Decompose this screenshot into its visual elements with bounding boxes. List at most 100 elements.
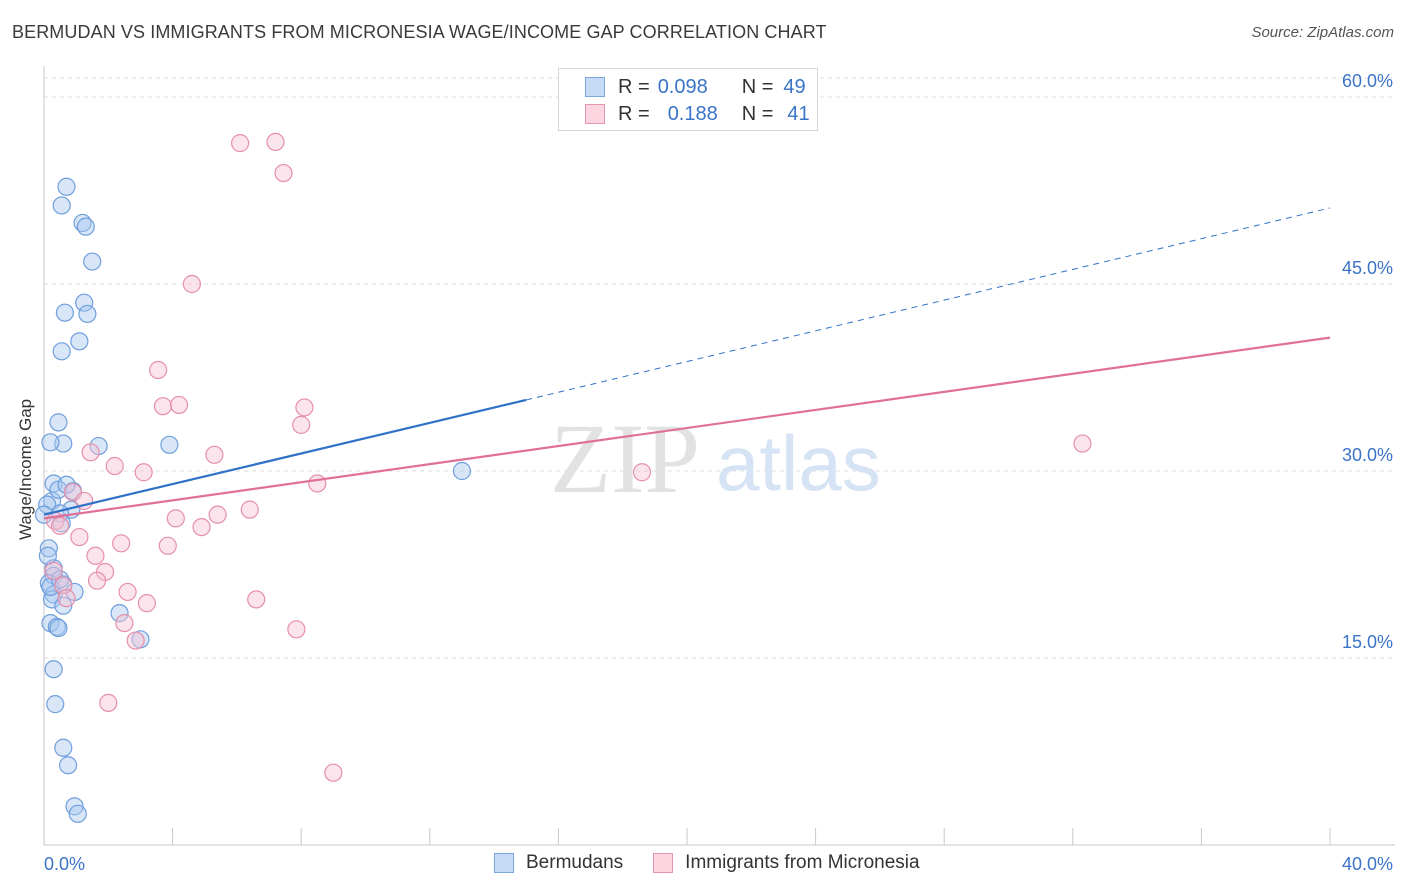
bermudan-point	[52, 342, 71, 361]
micronesia-point	[292, 415, 311, 434]
x-tick-label: 0.0%	[44, 854, 85, 874]
bermudan-point	[110, 604, 129, 623]
micronesia-point	[70, 527, 89, 547]
y-tick-label: 30.0%	[1342, 445, 1393, 465]
bermudan-point	[78, 304, 97, 324]
legend-swatch-blue	[585, 77, 605, 97]
legend-n-label: N =	[741, 102, 774, 125]
bermudan-point	[44, 660, 63, 679]
micronesia-point	[57, 589, 76, 608]
tick-labels: 15.0% 30.0% 45.0% 60.0% 0.0% 40.0%	[44, 71, 1393, 874]
micronesia-point	[87, 571, 107, 590]
bermudan-point	[54, 738, 73, 757]
bermudans-label: Bermudans	[526, 852, 624, 873]
bermudan-point	[57, 177, 76, 196]
grid-lines	[44, 77, 1395, 659]
legend-r-value: 0.098	[657, 75, 708, 98]
micronesia-point	[158, 536, 177, 555]
bermudan-point	[68, 804, 87, 823]
bermudan-point	[55, 303, 74, 322]
micronesia-point	[1073, 434, 1092, 453]
micronesia-point	[295, 398, 314, 417]
legend-n-value: 41	[787, 102, 810, 125]
bermudan-point	[76, 217, 95, 236]
y-tick-label: 15.0%	[1342, 632, 1393, 652]
micronesia-point	[118, 582, 137, 602]
micronesia-trend-line	[43, 336, 1331, 520]
micronesia-point	[274, 163, 293, 183]
micronesia-point	[240, 500, 259, 519]
y-tick-label: 60.0%	[1342, 71, 1393, 91]
micronesia-point	[287, 620, 306, 639]
legend-r-value: 0.188	[667, 102, 718, 125]
series-legend-bermudans: Bermudans	[494, 852, 623, 874]
micronesia-point	[247, 590, 266, 609]
micronesia-point	[112, 534, 131, 553]
micronesia-point	[99, 693, 118, 712]
bermudan-point	[160, 435, 179, 454]
micronesia-point	[205, 445, 224, 464]
bermudan-point	[83, 252, 102, 271]
micronesia-point	[115, 613, 134, 633]
micronesia-label: Immigrants from Micronesia	[685, 852, 920, 873]
micronesia-point	[44, 561, 63, 580]
bermudan-point	[39, 539, 58, 558]
micronesia-swatch	[653, 853, 674, 873]
micronesia-point	[208, 505, 227, 524]
series-legend: Bermudans Immigrants from Micronesia	[494, 852, 950, 874]
correlation-legend: R = 0.098 N = 49 R = 0.188 N = 41	[558, 68, 818, 131]
bermudan-trend-line	[43, 398, 527, 516]
trend-lines	[43, 207, 1331, 520]
bermudan-point	[46, 695, 65, 714]
legend-row-micronesia: R = 0.188 N = 41	[585, 102, 810, 126]
bermudan-point	[452, 461, 472, 481]
micronesia-point	[149, 360, 168, 380]
chart-title: BERMUDAN VS IMMIGRANTS FROM MICRONESIA W…	[12, 22, 827, 42]
bermudan-point	[70, 332, 89, 351]
micronesia-point	[632, 463, 652, 482]
micronesia-point	[50, 516, 70, 535]
bermudan-point	[57, 475, 76, 494]
x-tick-label: 40.0%	[1342, 854, 1393, 874]
micronesia-point	[308, 474, 327, 493]
watermark-atlas: atlas	[716, 419, 881, 507]
legend-r-label: R =	[618, 75, 650, 98]
micronesia-point	[231, 134, 250, 153]
bermudans-swatch	[494, 853, 514, 873]
micronesia-point	[81, 443, 100, 462]
legend-swatch-pink	[585, 104, 605, 124]
y-axis-label: Wage/Income Gap	[16, 398, 35, 540]
micronesia-point	[192, 517, 211, 537]
data-points	[34, 132, 1092, 823]
bermudan-point	[54, 434, 73, 453]
micronesia-point	[126, 631, 145, 650]
micronesia-point	[134, 463, 153, 482]
micronesia-point	[86, 546, 105, 565]
legend-row-bermudans: R = 0.098 N = 49	[585, 75, 806, 99]
watermark-zip: ZIP	[550, 403, 700, 514]
bermudan-point	[49, 618, 68, 638]
micronesia-point	[166, 509, 185, 528]
watermark: ZIP atlas	[550, 403, 881, 514]
micronesia-point	[137, 594, 156, 613]
bermudan-point	[41, 433, 60, 452]
micronesia-point	[153, 397, 173, 416]
micronesia-point	[266, 132, 285, 151]
source-label: Source: ZipAtlas.com	[1251, 24, 1394, 41]
micronesia-point	[324, 763, 343, 782]
y-tick-label: 45.0%	[1342, 258, 1393, 278]
micronesia-point	[105, 456, 124, 476]
bermudan-point	[49, 413, 68, 432]
bermudan-point	[75, 293, 94, 312]
legend-n-label: N =	[741, 75, 774, 98]
micronesia-point	[169, 395, 189, 415]
legend-n-value: 49	[783, 75, 806, 98]
series-legend-micronesia: Immigrants from Micronesia	[653, 852, 920, 874]
bermudan-trend-extension	[526, 207, 1331, 401]
legend-r-label: R =	[618, 102, 650, 125]
axes	[43, 66, 1395, 846]
bermudan-point	[59, 756, 78, 775]
micronesia-point	[182, 274, 201, 294]
bermudan-point	[52, 196, 71, 215]
